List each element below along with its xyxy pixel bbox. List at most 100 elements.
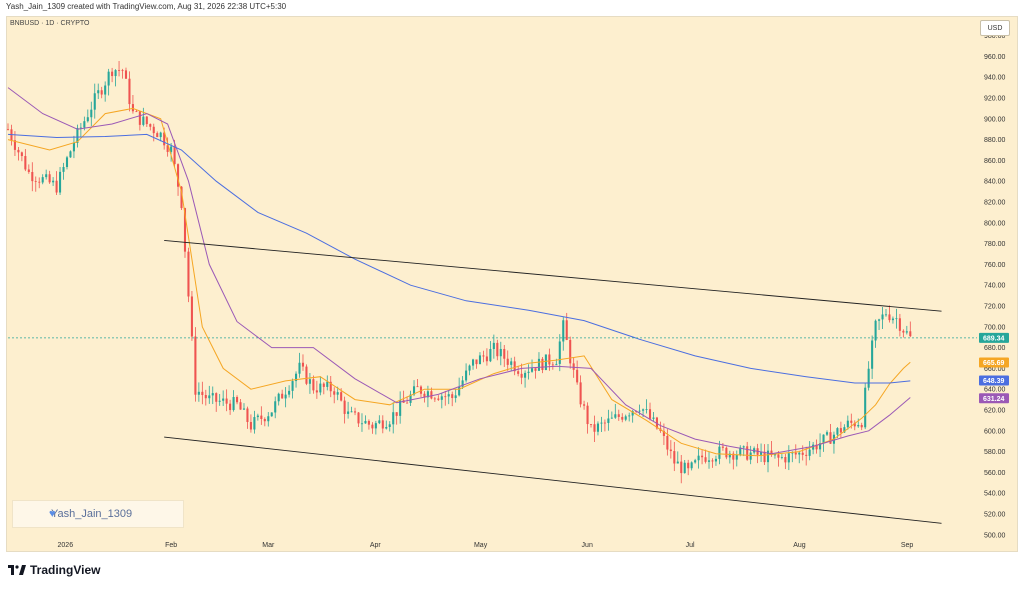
candle-body [173, 146, 176, 165]
candle [652, 412, 655, 422]
x-tick-label: Aug [793, 542, 806, 549]
candle [45, 169, 48, 180]
candle-body [118, 70, 121, 71]
candle-body [90, 109, 93, 118]
candle [798, 450, 801, 464]
candle-body [159, 132, 162, 138]
candle-body [385, 427, 388, 429]
candle-body [846, 420, 849, 428]
y-tick-label: 940.00 [984, 75, 1006, 82]
candle-body [308, 379, 311, 384]
candle [624, 414, 627, 422]
candle-body [41, 177, 44, 183]
candle-body [142, 116, 145, 125]
candle [388, 421, 391, 432]
candle [433, 396, 436, 402]
candle [791, 451, 794, 463]
candle [218, 393, 221, 406]
candle [336, 386, 339, 401]
candle [69, 150, 72, 158]
candle-body [371, 424, 374, 429]
candle-body [583, 404, 586, 406]
candle-body [624, 416, 627, 420]
candle-body [784, 457, 787, 463]
candle-body [190, 296, 193, 337]
candle-body [524, 372, 527, 378]
y-tick-label: 540.00 [984, 491, 1006, 498]
candle [194, 327, 197, 402]
candle [871, 335, 874, 379]
candle [454, 388, 457, 403]
candle-body [399, 400, 402, 416]
candle [707, 451, 711, 469]
candle-body [884, 314, 888, 316]
chart-area[interactable] [6, 16, 1018, 552]
candle [308, 373, 311, 394]
y-tick-label: 900.00 [984, 116, 1006, 123]
attribution-text: Yash_Jain_1309 created with TradingView.… [6, 2, 287, 11]
candle-body [631, 411, 634, 416]
candle-body [562, 320, 565, 342]
candle [735, 450, 738, 467]
candle [145, 116, 148, 127]
candle [527, 364, 530, 380]
candle [142, 107, 145, 127]
candle-body [648, 409, 652, 419]
candle-body [183, 208, 187, 252]
candle-body [360, 423, 364, 425]
candle-body [773, 454, 776, 456]
candle [600, 416, 603, 433]
candle [513, 356, 516, 376]
candle-body [878, 319, 881, 321]
candle [267, 412, 270, 427]
candle [138, 111, 141, 131]
candle-body [839, 428, 842, 433]
y-tick-label: 600.00 [984, 428, 1006, 435]
y-tick-label: 920.00 [984, 96, 1006, 103]
candle [812, 441, 815, 455]
candle-body [277, 393, 280, 402]
candle-body [610, 417, 613, 419]
candle-body [55, 180, 58, 193]
candle-body [267, 416, 270, 422]
watermark-text: Yash_Jain_1309 [51, 508, 133, 520]
candle-body [177, 164, 180, 187]
candle [187, 247, 190, 303]
candle-body [83, 121, 86, 128]
y-tick-label: 660.00 [984, 366, 1006, 373]
candle-body [454, 395, 457, 399]
price-labels: 689.34 665.69 648.39 631.24 [979, 332, 1009, 404]
candle [281, 389, 284, 399]
candle-body [301, 362, 305, 367]
price-label-bg [979, 375, 1009, 386]
candle [728, 450, 731, 464]
candle [62, 162, 65, 180]
candle-body [6, 129, 10, 130]
candle-body [555, 363, 558, 365]
candle-body [489, 349, 492, 362]
candle-body [284, 394, 287, 399]
candle-body [336, 392, 339, 395]
candle [520, 363, 523, 385]
candle-body [395, 412, 398, 416]
candle [562, 317, 565, 351]
candle [475, 359, 478, 369]
candle-body [864, 387, 867, 428]
candle [298, 352, 301, 378]
candle-body [197, 391, 200, 395]
candle [326, 375, 329, 391]
candle [100, 86, 103, 99]
candle [589, 424, 593, 428]
candle [444, 390, 447, 406]
candle-body [544, 354, 547, 371]
tradingview-logo[interactable]: TradingView [8, 563, 100, 577]
candle [676, 451, 679, 464]
candle [617, 409, 620, 421]
candle [249, 414, 252, 433]
candle [111, 67, 114, 83]
candle-body [652, 417, 655, 419]
currency-selector[interactable]: USD [980, 20, 1010, 36]
candle-body [298, 362, 301, 374]
candle-body [353, 411, 357, 413]
